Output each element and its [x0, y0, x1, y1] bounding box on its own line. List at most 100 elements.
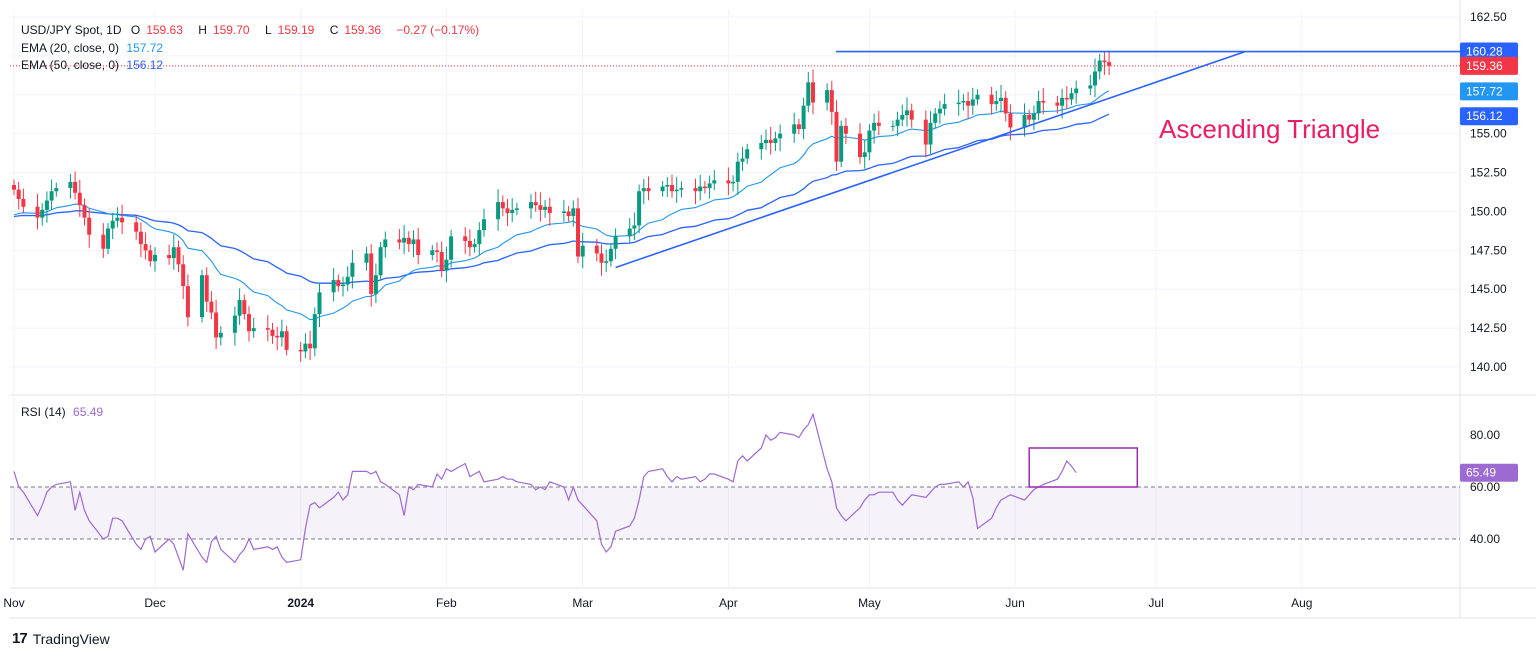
ema50-legend[interactable]: EMA (50, close, 0) 156.12 — [21, 58, 163, 72]
candle-body — [406, 237, 411, 245]
candle-body — [533, 202, 538, 206]
candle-body — [999, 97, 1003, 101]
candle-body — [110, 220, 115, 229]
candle-body — [505, 208, 510, 213]
candle-body — [435, 250, 439, 252]
candle-body — [402, 237, 407, 243]
price-badge-bg — [1460, 42, 1518, 61]
candle-body — [270, 329, 275, 336]
candle-body — [73, 181, 78, 193]
ema50-value: 156.12 — [126, 58, 164, 72]
candle-body — [1031, 113, 1036, 120]
candle-body — [702, 186, 707, 189]
rsi-pane — [10, 412, 1460, 571]
candle-body — [538, 205, 543, 210]
rsi-legend[interactable]: RSI (14) 65.49 — [21, 405, 103, 419]
candle-body — [566, 211, 571, 217]
time-tick-label: May — [858, 596, 881, 610]
candle-body — [120, 217, 125, 223]
candle-body — [138, 231, 143, 245]
candle-body — [200, 275, 204, 318]
candle-body — [106, 228, 110, 249]
price-tick-label: 150.00 — [1470, 204, 1507, 218]
candle-body — [364, 253, 369, 263]
candle-body — [876, 122, 881, 126]
time-tick-label: Apr — [719, 596, 738, 610]
candle-body — [561, 211, 566, 213]
candle-body — [627, 228, 632, 237]
price-pane — [10, 10, 1460, 588]
candle-body — [350, 262, 355, 277]
ema50-line — [13, 113, 1110, 284]
candle-body — [331, 279, 336, 293]
price-tick-label: 162.50 — [1470, 10, 1507, 24]
candle-body — [185, 286, 190, 318]
candle-body — [35, 206, 40, 218]
candle-body — [247, 314, 251, 332]
candle-body — [411, 239, 416, 245]
candle-body — [472, 244, 477, 248]
candle-body — [115, 217, 120, 221]
time-tick-label: Dec — [144, 596, 165, 610]
candle-body — [397, 239, 402, 243]
ema20-legend[interactable]: EMA (20, close, 0) 157.72 — [21, 41, 163, 55]
candle-body — [265, 328, 270, 330]
candle-body — [1008, 113, 1013, 128]
price-badge-bg — [1460, 82, 1518, 101]
ema20-label: EMA (20, close, 0) — [21, 41, 120, 55]
candle-body — [1069, 93, 1074, 100]
ema20-line — [13, 90, 1110, 321]
candle-body — [21, 199, 26, 207]
candle-body — [336, 279, 341, 287]
candle-body — [237, 300, 242, 316]
candle-body — [872, 122, 877, 131]
candle-body — [176, 247, 181, 265]
ema50-label: EMA (50, close, 0) — [21, 58, 120, 72]
time-tick-label: Feb — [436, 596, 457, 610]
price-tick-label: 155.00 — [1470, 127, 1507, 141]
tradingview-logo[interactable]: 17 TradingView — [12, 630, 110, 647]
price-badge-label: 159.36 — [1466, 59, 1503, 73]
candle-body — [467, 241, 472, 248]
candle-body — [77, 192, 82, 206]
candle-body — [745, 149, 750, 159]
candle-body — [731, 181, 736, 184]
candle-body — [463, 236, 468, 241]
candle-body — [449, 236, 454, 260]
candle-body — [580, 245, 585, 257]
tradingview-mark-icon: 17 — [12, 630, 28, 647]
candle-body — [966, 101, 971, 106]
time-tick-label: Nov — [3, 596, 24, 610]
candle-body — [806, 82, 811, 106]
candle-body — [1036, 101, 1041, 114]
price-badge-label: 157.72 — [1466, 84, 1503, 98]
candle-body — [599, 253, 604, 263]
candle-body — [994, 101, 999, 105]
candle-body — [576, 208, 580, 257]
rsi-tick-label: 80.00 — [1470, 428, 1500, 442]
price-badge-bg — [1460, 107, 1518, 126]
close-label: C — [329, 23, 339, 37]
candle-body — [613, 236, 618, 249]
candle-body — [641, 188, 646, 192]
candle-body — [209, 301, 214, 313]
candle-body — [735, 161, 740, 182]
candle-body — [232, 315, 237, 333]
candle-body — [543, 206, 548, 210]
ema20-value: 157.72 — [126, 41, 164, 55]
candle-body — [698, 186, 703, 192]
candle-body — [909, 110, 914, 120]
symbol-title[interactable]: USD/JPY Spot, 1D — [21, 23, 122, 37]
candle-body — [1041, 101, 1046, 103]
candle-body — [862, 152, 867, 157]
candle-body — [1055, 102, 1060, 106]
candle-body — [825, 90, 830, 103]
candle-body — [16, 189, 21, 199]
candle-body — [87, 217, 92, 235]
price-axis[interactable]: 162.50160.00157.50155.00152.50150.00147.… — [1460, 10, 1518, 546]
candle-body — [1003, 97, 1008, 114]
candle-body — [858, 133, 862, 157]
candle-body — [956, 102, 961, 105]
rsi-tick-label: 60.00 — [1470, 480, 1500, 494]
